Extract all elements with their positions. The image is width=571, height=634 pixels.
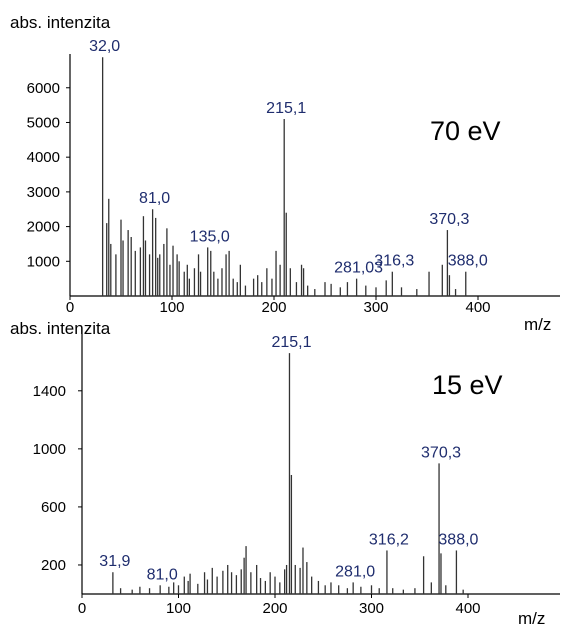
panel-1-x-tick-label-4: 400 xyxy=(465,299,490,316)
panel-1-peak-label-2: 135,0 xyxy=(190,228,230,245)
panel-2-x-axis-title: m/z xyxy=(518,609,545,628)
panel-1-x-tick-label-1: 100 xyxy=(159,299,184,316)
panel-2-peak-label-0: 31,9 xyxy=(99,553,130,570)
panel-2-x-tick-label-4: 400 xyxy=(455,600,480,617)
panel-2-peak-label-4: 316,2 xyxy=(369,531,409,548)
panel-2-energy-label: 15 eV xyxy=(432,370,503,400)
panel-2-x-tick-label-2: 200 xyxy=(262,600,287,617)
panel-2-peak-label-6: 388,0 xyxy=(438,531,478,548)
panel-2-y-tick-label-1: 600 xyxy=(41,499,66,516)
panel-2-x-tick-label-3: 300 xyxy=(359,600,384,617)
panel-1-peak-label-1: 81,0 xyxy=(139,190,170,207)
panel-1-y-tick-label-5: 6000 xyxy=(27,80,60,97)
panel-2-peak-label-5: 370,3 xyxy=(421,444,461,461)
panel-1-y-tick-label-2: 3000 xyxy=(27,184,60,201)
panel-2-y-tick-label-0: 200 xyxy=(41,557,66,574)
panel-2-peak-label-1: 81,0 xyxy=(147,566,178,583)
panel-1-y-tick-label-1: 2000 xyxy=(27,219,60,236)
panel-2-peak-label-2: 215,1 xyxy=(271,334,311,351)
panel-1-energy-label: 70 eV xyxy=(430,116,501,146)
panel-2-x-tick-label-1: 100 xyxy=(166,600,191,617)
panel-2-x-tick-label-0: 0 xyxy=(78,600,86,617)
panel-1-x-axis-title: m/z xyxy=(524,315,551,334)
panel-1-y-axis-title: abs. intenzita xyxy=(10,13,111,32)
panel-1-y-tick-label-0: 1000 xyxy=(27,253,60,270)
panel-2-peak-label-3: 281,0 xyxy=(335,563,375,580)
panel-1-x-tick-label-3: 300 xyxy=(363,299,388,316)
panel-1-x-tick-label-0: 0 xyxy=(66,299,74,316)
panel-2-y-tick-label-3: 1400 xyxy=(33,383,66,400)
panel-1-y-tick-label-4: 5000 xyxy=(27,114,60,131)
panel-2-y-axis-title: abs. intenzita xyxy=(10,319,111,338)
panel-1-peak-label-5: 316,3 xyxy=(374,253,414,270)
panel-1-peak-label-6: 370,3 xyxy=(429,211,469,228)
panel-1-peak-label-4: 281,03 xyxy=(334,260,383,277)
panel-1-peak-label-3: 215,1 xyxy=(266,100,306,117)
panel-2-y-tick-label-2: 1000 xyxy=(33,441,66,458)
panel-1-x-tick-label-2: 200 xyxy=(261,299,286,316)
panel-1-peak-label-7: 388,0 xyxy=(448,253,488,270)
panel-1-y-tick-label-3: 4000 xyxy=(27,149,60,166)
panel-1-peak-label-0: 32,0 xyxy=(89,38,120,55)
